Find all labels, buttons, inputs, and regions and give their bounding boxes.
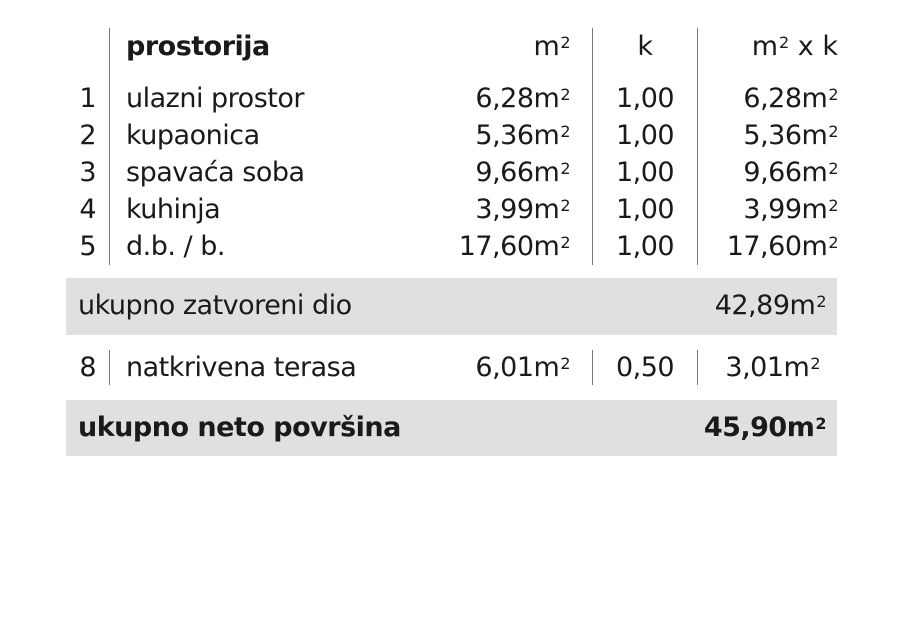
row-total: 3,99m2 xyxy=(743,194,838,225)
terrace-name: natkrivena terasa xyxy=(126,352,357,383)
row-total: 9,66m2 xyxy=(743,157,838,188)
subtotal-value: 42,89m2 xyxy=(714,290,827,321)
row-number: 3 xyxy=(79,157,96,188)
subtotal-label: ukupno zatvoreni dio xyxy=(78,290,352,321)
row-total: 6,28m2 xyxy=(743,83,838,114)
header-product: m2 x k xyxy=(751,31,838,62)
terrace-number: 8 xyxy=(79,352,96,383)
grand-total-bar xyxy=(66,400,837,456)
row-total: 5,36m2 xyxy=(743,120,838,151)
divider-area xyxy=(592,350,593,385)
terrace-area: 6,01m2 xyxy=(475,352,570,383)
row-name: kupaonica xyxy=(126,120,260,151)
divider-area xyxy=(592,28,593,265)
row-number: 5 xyxy=(79,231,96,262)
divider-number xyxy=(109,350,110,385)
row-k: 1,00 xyxy=(615,120,675,151)
header-room: prostorija xyxy=(126,31,270,62)
divider-number xyxy=(109,28,110,265)
row-name: d.b. / b. xyxy=(126,231,225,262)
divider-k xyxy=(697,350,698,385)
row-area: 5,36m2 xyxy=(475,120,570,151)
subtotal-bar xyxy=(66,278,837,335)
row-total: 17,60m2 xyxy=(726,231,839,262)
row-area: 3,99m2 xyxy=(475,194,570,225)
row-number: 1 xyxy=(79,83,96,114)
header-k: k xyxy=(637,31,653,62)
row-name: spavaća soba xyxy=(126,157,305,188)
row-area: 17,60m2 xyxy=(458,231,571,262)
grand-total-value: 45,90m2 xyxy=(703,412,827,443)
row-name: kuhinja xyxy=(126,194,221,225)
row-k: 1,00 xyxy=(615,83,675,114)
row-k: 1,00 xyxy=(615,194,675,225)
row-name: ulazni prostor xyxy=(126,83,304,114)
divider-k xyxy=(697,28,698,265)
header-area: m2 xyxy=(533,31,571,62)
row-area: 6,28m2 xyxy=(475,83,570,114)
terrace-total: 3,01m2 xyxy=(725,352,820,383)
terrace-k: 0,50 xyxy=(615,352,675,383)
row-area: 9,66m2 xyxy=(475,157,570,188)
grand-total-label: ukupno neto površina xyxy=(78,412,401,443)
row-k: 1,00 xyxy=(615,231,675,262)
row-number: 4 xyxy=(79,194,96,225)
row-number: 2 xyxy=(79,120,96,151)
row-k: 1,00 xyxy=(615,157,675,188)
